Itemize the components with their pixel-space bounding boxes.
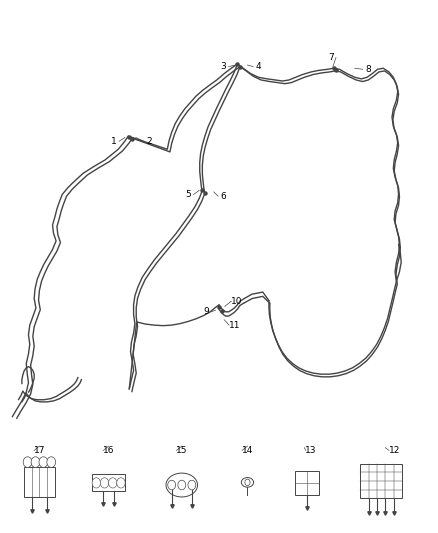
Circle shape — [47, 457, 56, 467]
Text: 16: 16 — [103, 446, 114, 455]
Text: 15: 15 — [176, 446, 187, 455]
Circle shape — [109, 478, 117, 488]
Ellipse shape — [166, 473, 198, 497]
Text: 11: 11 — [229, 321, 240, 329]
Circle shape — [178, 480, 186, 490]
Text: 3: 3 — [220, 62, 226, 71]
Text: 12: 12 — [389, 446, 400, 455]
Circle shape — [188, 480, 196, 490]
Circle shape — [168, 480, 176, 490]
Text: 1: 1 — [111, 137, 117, 146]
Text: 5: 5 — [185, 190, 191, 199]
Text: 8: 8 — [365, 65, 371, 74]
Circle shape — [39, 457, 48, 467]
Bar — [92, 474, 125, 491]
Text: 7: 7 — [328, 53, 334, 62]
Text: 2: 2 — [146, 137, 152, 146]
Circle shape — [31, 457, 40, 467]
Bar — [360, 464, 402, 498]
Text: 14: 14 — [242, 446, 253, 455]
Text: 4: 4 — [256, 62, 261, 71]
Circle shape — [92, 478, 100, 488]
Text: 17: 17 — [34, 446, 45, 455]
Bar — [24, 467, 55, 497]
Bar — [294, 471, 319, 495]
Text: 6: 6 — [220, 192, 226, 200]
Text: 10: 10 — [231, 297, 242, 305]
Circle shape — [245, 479, 250, 486]
Text: 13: 13 — [305, 446, 317, 455]
Circle shape — [23, 457, 32, 467]
Ellipse shape — [241, 478, 254, 487]
Circle shape — [100, 478, 109, 488]
Text: 9: 9 — [203, 308, 209, 316]
Circle shape — [117, 478, 125, 488]
